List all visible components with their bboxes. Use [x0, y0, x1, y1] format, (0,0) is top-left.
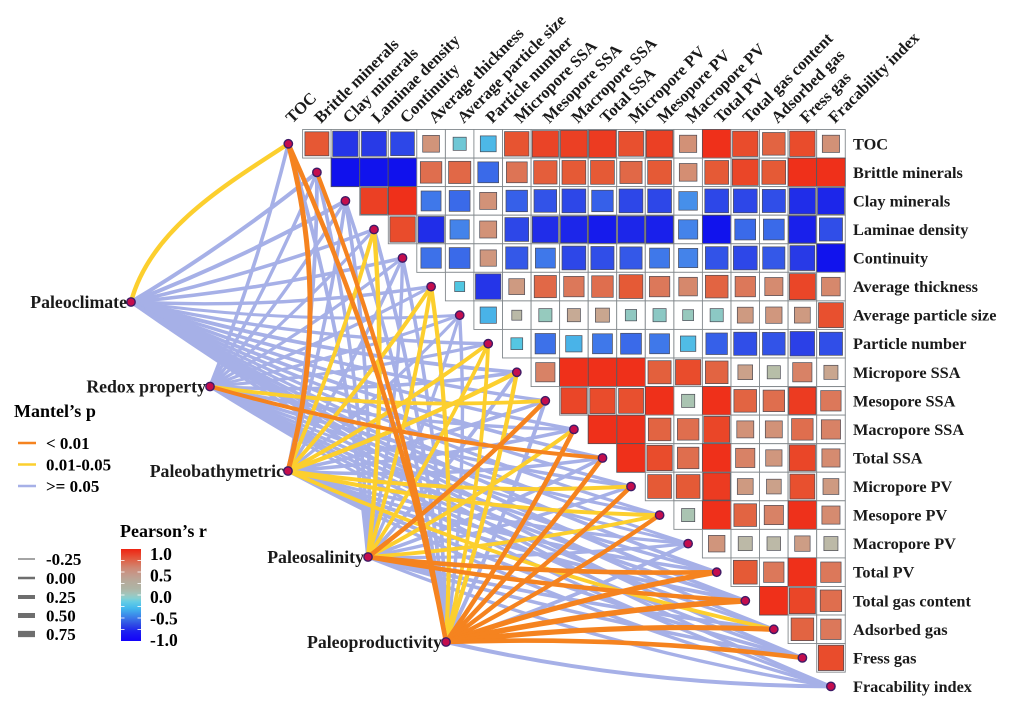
- svg-text:0.01-0.05: 0.01-0.05: [46, 456, 111, 475]
- svg-text:Average particle size: Average particle size: [853, 306, 996, 325]
- svg-text:Continuity: Continuity: [853, 249, 928, 268]
- svg-text:< 0.01: < 0.01: [46, 434, 90, 453]
- svg-text:-1.0: -1.0: [150, 630, 178, 650]
- svg-text:Laminae density: Laminae density: [853, 220, 968, 239]
- svg-text:Pearson’s r: Pearson’s r: [120, 521, 207, 541]
- svg-text:0.0: 0.0: [150, 587, 172, 607]
- svg-text:>= 0.05: >= 0.05: [46, 477, 99, 496]
- svg-text:Micropore SSA: Micropore SSA: [853, 363, 961, 382]
- svg-text:Adsorbed gas: Adsorbed gas: [853, 620, 948, 639]
- svg-text:Brittle minerals: Brittle minerals: [853, 163, 963, 182]
- svg-text:Fracability index: Fracability index: [853, 677, 973, 696]
- svg-text:Total SSA: Total SSA: [853, 449, 923, 468]
- svg-text:1.0: 1.0: [150, 544, 172, 564]
- svg-text:Redox property: Redox property: [86, 377, 206, 397]
- svg-text:0.50: 0.50: [46, 607, 76, 626]
- svg-text:Total PV: Total PV: [853, 563, 915, 582]
- svg-text:Particle number: Particle number: [853, 334, 966, 353]
- svg-text:Mesopore PV: Mesopore PV: [853, 506, 947, 525]
- svg-text:Paleobathymetric: Paleobathymetric: [150, 461, 284, 481]
- svg-text:Total gas content: Total gas content: [853, 591, 971, 610]
- svg-text:Mesopore SSA: Mesopore SSA: [853, 391, 956, 410]
- svg-text:0.25: 0.25: [46, 588, 76, 607]
- svg-text:-0.5: -0.5: [150, 609, 178, 629]
- svg-text:0.75: 0.75: [46, 625, 76, 644]
- svg-text:0.5: 0.5: [150, 566, 172, 586]
- svg-text:Macropore PV: Macropore PV: [853, 534, 956, 553]
- svg-text:Paleoclimate: Paleoclimate: [30, 292, 127, 312]
- svg-text:-0.25: -0.25: [46, 550, 81, 569]
- svg-text:Fress gas: Fress gas: [853, 648, 916, 667]
- svg-text:Average thickness: Average thickness: [853, 277, 978, 296]
- svg-text:Mantel’s p: Mantel’s p: [14, 401, 96, 421]
- svg-text:Paleoproductivity: Paleoproductivity: [307, 632, 442, 652]
- svg-text:Paleosalinity: Paleosalinity: [267, 547, 364, 567]
- svg-text:Clay minerals: Clay minerals: [853, 191, 950, 210]
- svg-text:Micropore PV: Micropore PV: [853, 477, 953, 496]
- svg-text:0.00: 0.00: [46, 569, 76, 588]
- svg-text:TOC: TOC: [853, 134, 888, 153]
- svg-text:Macropore SSA: Macropore SSA: [853, 420, 964, 439]
